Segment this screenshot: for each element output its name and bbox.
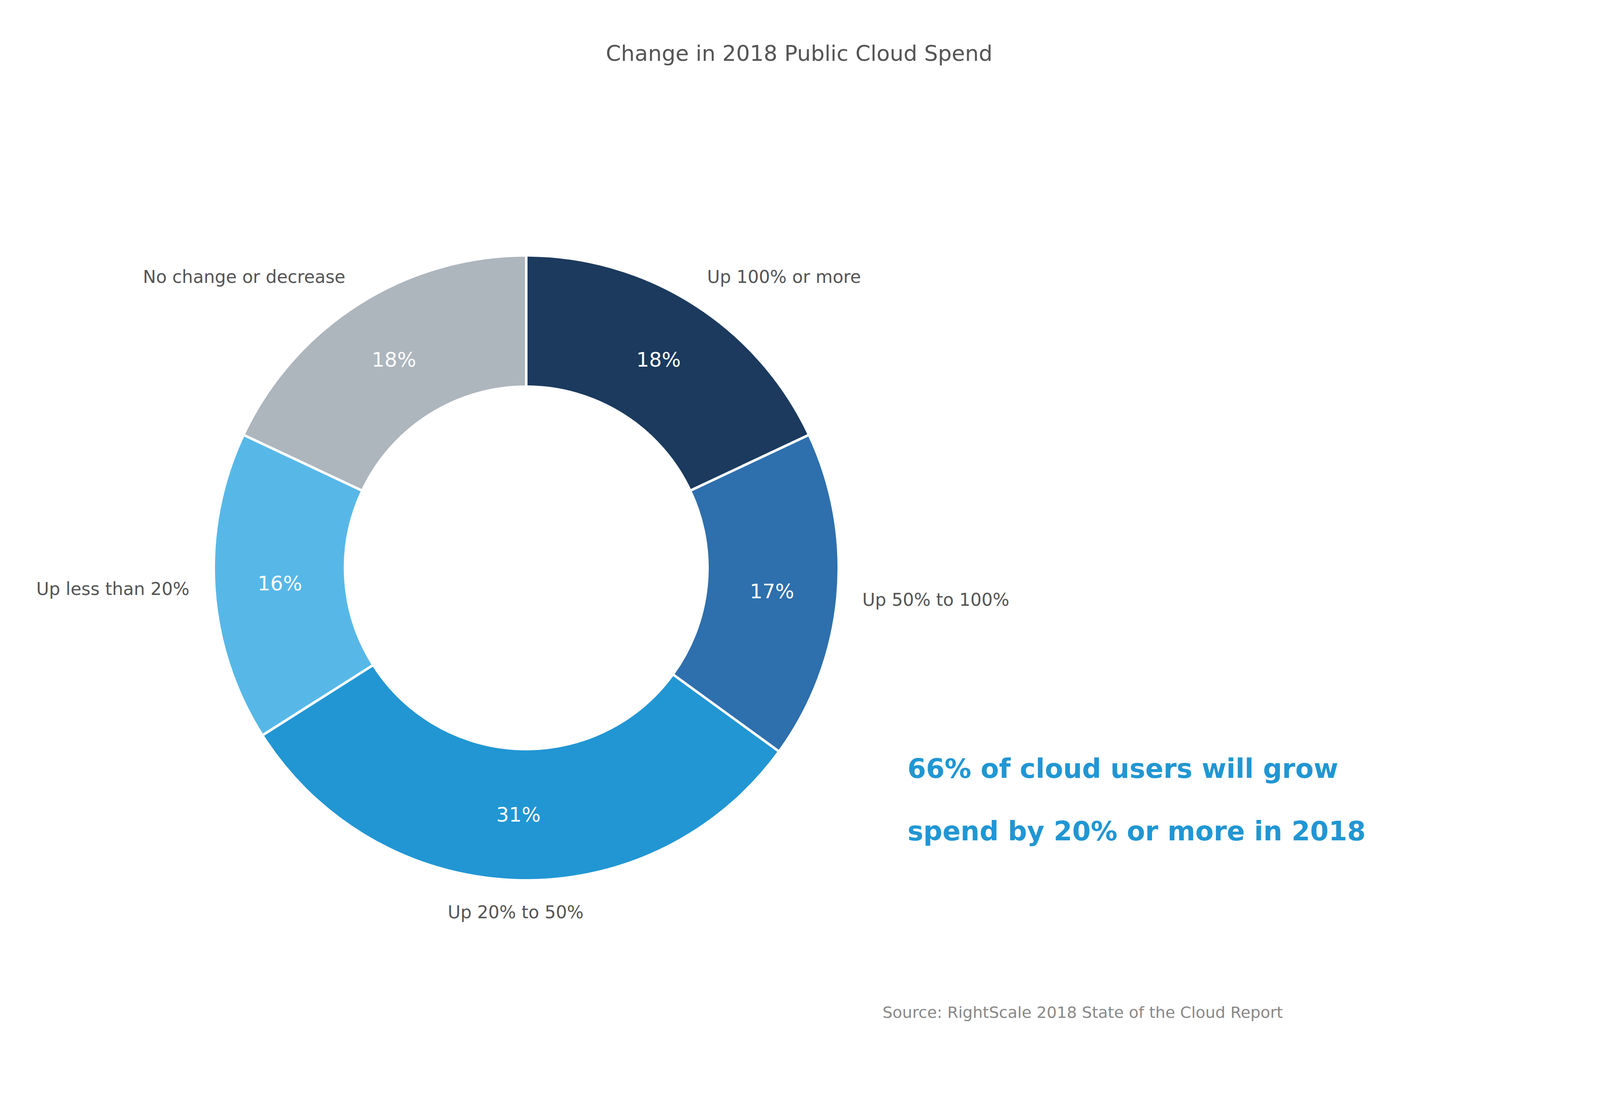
svg-text:17%: 17% [750, 579, 795, 603]
html-text:spend by 20% or more in 2018: spend by 20% or more in 2018 [907, 815, 1366, 847]
svg-text:Up 20% to 50%: Up 20% to 50% [447, 902, 584, 923]
svg-text:18%: 18% [636, 347, 681, 372]
html-text:Source: RightScale 2018 State: Source: RightScale 2018 State of the Clo… [882, 1003, 1283, 1022]
html-text:Change in 2018 Public Cloud Sp: Change in 2018 Public Cloud Spend [605, 40, 993, 66]
svg-text:31%: 31% [496, 802, 541, 827]
svg-text:18%: 18% [371, 347, 417, 372]
svg-text:Up 100% or more: Up 100% or more [707, 266, 861, 288]
svg-text:Up 50% to 100%: Up 50% to 100% [862, 589, 1010, 610]
html-text:66% of cloud users will grow: 66% of cloud users will grow [907, 753, 1339, 785]
svg-text:Up less than 20%: Up less than 20% [36, 578, 190, 600]
svg-text:No change or decrease: No change or decrease [142, 266, 346, 288]
svg-text:16%: 16% [257, 571, 303, 595]
